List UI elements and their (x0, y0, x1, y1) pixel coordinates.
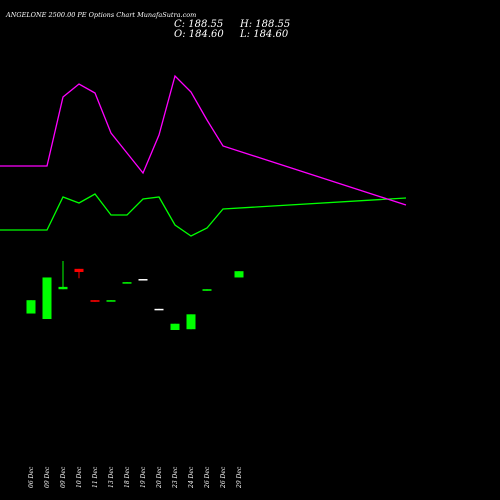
candle-body (42, 277, 52, 320)
x-tick-label: 18 Dec (124, 466, 131, 488)
candle-body (26, 300, 36, 314)
candle-body (154, 308, 164, 311)
x-tick-label: 06 Dec (28, 466, 35, 488)
candle-body (170, 323, 180, 330)
candle-body (202, 289, 212, 291)
x-tick-label: 11 Dec (92, 466, 99, 488)
candle-body (138, 279, 148, 281)
close-readout: C: 188.55 (174, 19, 224, 30)
candle-body (74, 268, 84, 272)
candle-body (234, 271, 244, 278)
chart-title: ANGELONE 2500.00 PE Options Chart Munafa… (6, 11, 197, 19)
moving-average-line-1 (0, 193, 407, 237)
x-tick-label: 26 Dec (220, 466, 227, 489)
x-tick-label: 23 Dec (172, 466, 179, 489)
candle-body (186, 314, 196, 330)
high-readout: H: 188.55 (240, 19, 291, 30)
low-readout: L: 184.60 (240, 29, 289, 40)
open-readout: O: 184.60 (174, 29, 224, 40)
x-tick-label: 29 Dec (236, 466, 243, 489)
candle-body (122, 282, 132, 284)
candle-body (106, 300, 116, 302)
x-tick-label: 19 Dec (140, 466, 147, 488)
candle-body (90, 300, 100, 302)
moving-average-line-2 (0, 74, 407, 206)
x-tick-label: 26 Dec (204, 466, 211, 489)
x-tick-label: 24 Dec (188, 466, 195, 489)
x-tick-label: 10 Dec (76, 466, 83, 488)
x-tick-label: 20 Dec (156, 466, 163, 489)
x-tick-label: 09 Dec (60, 466, 67, 488)
x-tick-label: 09 Dec (44, 466, 51, 488)
x-tick-label: 13 Dec (108, 466, 115, 488)
candle-body (58, 286, 68, 290)
